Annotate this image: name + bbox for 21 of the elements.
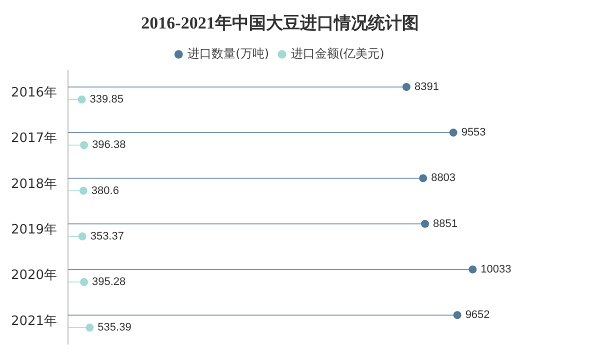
- data-label: 396.38: [92, 139, 126, 152]
- data-label: 353.37: [90, 230, 124, 242]
- data-label: 535.39: [98, 322, 132, 334]
- legend-label: 进口数量(万吨): [188, 46, 270, 61]
- chart-title: 2016-2021年中国大豆进口情况统计图: [141, 14, 419, 33]
- y-tick-label: 2019年: [10, 222, 58, 238]
- y-tick-label: 2018年: [10, 176, 58, 192]
- data-label: 8851: [433, 218, 458, 230]
- data-label: 10033: [480, 264, 512, 276]
- data-label: 8803: [431, 172, 456, 184]
- data-label: 9553: [461, 126, 486, 139]
- data-label: 395.28: [92, 276, 126, 288]
- y-tick-label: 2017年: [10, 131, 58, 146]
- data-label: 9652: [465, 309, 490, 322]
- y-tick-label: 2016年: [10, 86, 58, 101]
- data-label: 339.85: [90, 94, 124, 106]
- data-label: 380.6: [91, 184, 119, 197]
- legend-label: 进口金额(亿美元): [291, 46, 384, 61]
- y-tick-label: 2020年: [10, 268, 58, 284]
- data-label: 8391: [414, 80, 439, 93]
- y-tick-label: 2021年: [10, 314, 58, 329]
